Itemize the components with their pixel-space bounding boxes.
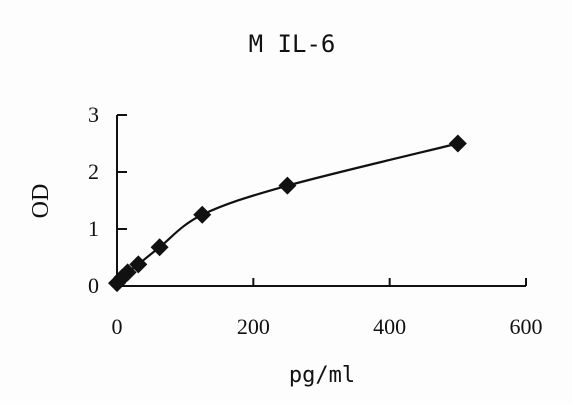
chart-title: M IL-6 — [249, 30, 336, 58]
data-point-marker — [150, 238, 169, 257]
y-tick-label: 2 — [88, 159, 99, 184]
series-line — [116, 142, 459, 284]
y-tick-label: 1 — [88, 216, 99, 241]
data-point-marker — [193, 205, 212, 224]
x-tick-label: 0 — [112, 314, 123, 339]
data-point-marker — [278, 176, 297, 195]
x-tick-label: 200 — [237, 314, 270, 339]
y-axis-label: OD — [28, 184, 54, 219]
x-tick-label: 400 — [373, 314, 406, 339]
y-tick-label: 3 — [88, 102, 99, 127]
data-point-marker — [118, 263, 137, 282]
y-tick-label: 0 — [88, 273, 99, 298]
x-axis-label: pg/ml — [289, 363, 355, 388]
series-markers — [108, 134, 467, 293]
x-axis-ticks: 0 200 400 600 — [112, 278, 543, 339]
y-axis-ticks: 0 1 2 3 — [88, 102, 127, 298]
data-point-marker — [448, 134, 467, 153]
data-point-marker — [129, 255, 148, 274]
x-tick-label: 600 — [510, 314, 543, 339]
